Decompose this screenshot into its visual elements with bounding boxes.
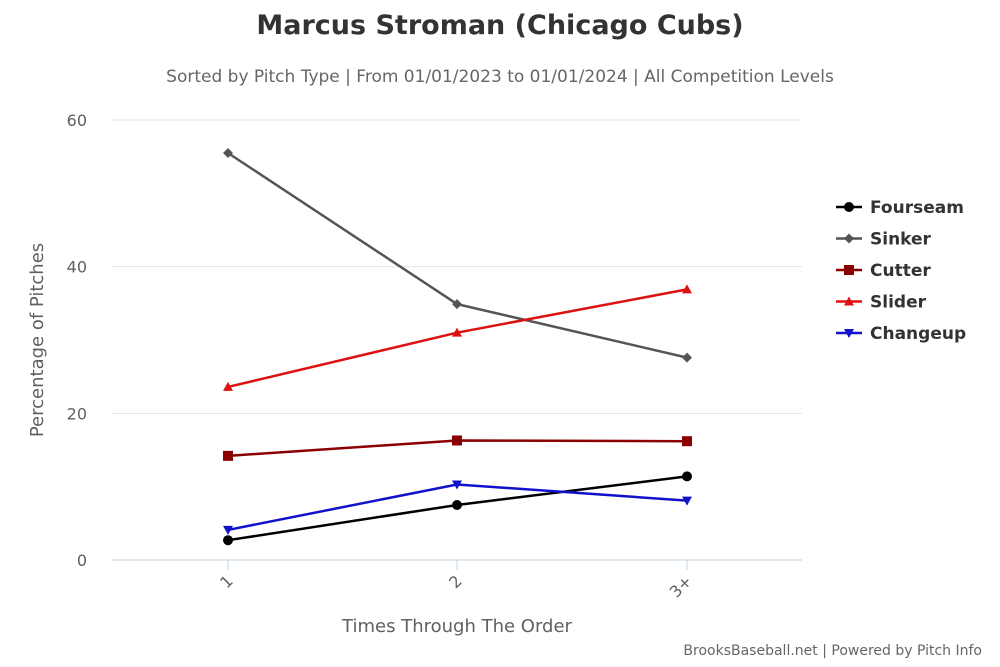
cutter-point[interactable] bbox=[682, 436, 692, 447]
legend-item-fourseam[interactable]: Fourseam bbox=[836, 198, 964, 218]
fourseam-point[interactable] bbox=[223, 535, 233, 546]
legend-label: Cutter bbox=[870, 261, 931, 281]
slider-point[interactable] bbox=[452, 327, 462, 337]
legend-marker[interactable] bbox=[844, 265, 854, 275]
legend-item-cutter[interactable]: Cutter bbox=[836, 261, 931, 281]
series-fourseam bbox=[223, 471, 692, 546]
x-tick-label: 3+ bbox=[666, 571, 696, 601]
axes: 0 20 40 60 1 2 3+ Times Through The Order Percen… bbox=[27, 111, 696, 637]
sinker-point[interactable] bbox=[452, 299, 462, 310]
legend-label: Fourseam bbox=[870, 198, 964, 218]
y-tick-label: 40 bbox=[67, 258, 87, 277]
series-cutter bbox=[223, 435, 692, 461]
series-slider bbox=[223, 284, 692, 391]
x-tick-label: 2 bbox=[445, 571, 466, 592]
sinker-line[interactable] bbox=[227, 151, 688, 359]
series-changeup bbox=[223, 480, 692, 535]
fourseam-point[interactable] bbox=[452, 500, 462, 510]
slider-point[interactable] bbox=[223, 381, 233, 391]
legend-marker[interactable] bbox=[844, 233, 854, 244]
slider-point[interactable] bbox=[682, 284, 692, 294]
x-axis-title: Times Through The Order bbox=[341, 616, 572, 637]
series-group bbox=[223, 148, 692, 546]
legend-item-slider[interactable]: Slider bbox=[836, 293, 927, 313]
changeup-point[interactable] bbox=[452, 480, 462, 490]
chart-subtitle: Sorted by Pitch Type | From 01/01/2023 t… bbox=[166, 67, 834, 87]
legend-item-sinker[interactable]: Sinker bbox=[836, 230, 932, 250]
credits[interactable]: BrooksBaseball.net | Powered by Pitch In… bbox=[683, 643, 982, 659]
fourseam-point[interactable] bbox=[682, 471, 692, 482]
changeup-point[interactable] bbox=[223, 525, 233, 535]
cutter-point[interactable] bbox=[223, 450, 233, 461]
y-tick-label: 60 bbox=[67, 111, 87, 130]
grid-lines bbox=[112, 119, 802, 561]
legend-marker[interactable] bbox=[844, 329, 854, 338]
sinker-point[interactable] bbox=[223, 148, 233, 158]
legend-marker[interactable] bbox=[844, 296, 854, 306]
y-tick-label: 0 bbox=[77, 551, 87, 570]
legend-label: Changeup bbox=[870, 324, 966, 344]
y-axis-title: Percentage of Pitches bbox=[27, 243, 48, 437]
y-tick-label: 20 bbox=[67, 404, 87, 423]
series-sinker bbox=[223, 148, 692, 363]
sinker-point[interactable] bbox=[682, 352, 692, 363]
changeup-point[interactable] bbox=[682, 496, 692, 506]
legend[interactable]: Fourseam Sinker Cutter Slider Changeup bbox=[836, 198, 966, 344]
cutter-point[interactable] bbox=[452, 435, 462, 446]
chart-title: Marcus Stroman (Chicago Cubs) bbox=[256, 10, 744, 41]
legend-marker[interactable] bbox=[844, 202, 854, 212]
legend-label: Slider bbox=[870, 293, 927, 313]
legend-label: Sinker bbox=[870, 230, 932, 250]
legend-item-changeup[interactable]: Changeup bbox=[836, 324, 966, 344]
x-tick-label: 1 bbox=[216, 571, 237, 592]
